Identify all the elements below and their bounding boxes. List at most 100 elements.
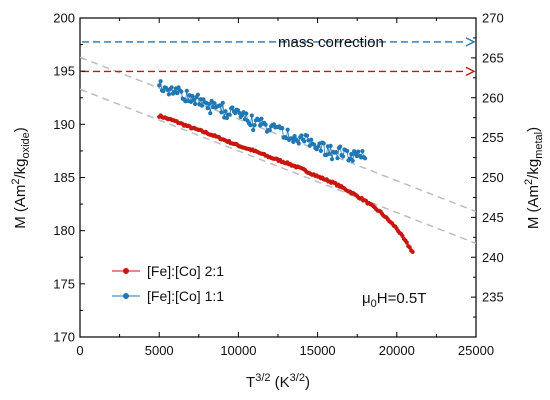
data-point <box>345 148 350 154</box>
y-right-tick-label: 240 <box>482 250 504 265</box>
data-point <box>166 92 171 97</box>
data-point <box>209 98 214 103</box>
data-point <box>191 97 196 102</box>
data-point <box>263 122 268 127</box>
data-point <box>309 137 314 142</box>
data-point <box>363 156 368 161</box>
y-right-tick-label: 260 <box>482 90 504 105</box>
x-tick-label: 25000 <box>458 343 494 358</box>
data-point <box>410 249 415 254</box>
reference-arrow-2 <box>465 66 476 77</box>
data-point <box>175 91 180 96</box>
data-point <box>259 116 264 121</box>
y-right-tick-label: 265 <box>482 50 504 65</box>
y-left-tick-label: 195 <box>53 64 75 79</box>
data-point <box>252 123 257 128</box>
data-point <box>248 123 253 128</box>
data-point <box>321 141 326 146</box>
data-point <box>327 151 332 156</box>
data-point <box>334 150 339 155</box>
data-point <box>318 148 323 153</box>
data-point <box>205 106 210 111</box>
reference-lines <box>82 37 476 77</box>
data-point <box>267 128 272 133</box>
data-point <box>199 103 205 108</box>
y-axis-right-title: M (Am2/kgmetal) <box>523 127 545 229</box>
data-point <box>251 127 256 133</box>
x-tick-label: 10000 <box>220 343 256 358</box>
field-annotation: μ0H=0.5T <box>362 290 426 310</box>
data-point <box>356 149 361 154</box>
data-point <box>360 149 365 154</box>
data-point <box>302 139 307 144</box>
data-point <box>227 112 232 117</box>
data-point <box>161 89 166 94</box>
data-point <box>193 101 198 107</box>
data-point <box>285 127 290 132</box>
data-point <box>328 143 333 148</box>
data-point <box>244 111 249 116</box>
data-point <box>280 126 285 131</box>
data-point <box>292 134 297 139</box>
y-right-tick-label: 270 <box>482 11 504 26</box>
x-tick-label: 15000 <box>300 343 336 358</box>
series-line-2 <box>158 81 366 162</box>
data-point <box>249 113 254 118</box>
y-axis-right: 235 240 245 250 255 260 265 270 <box>471 11 504 318</box>
x-tick-label: 0 <box>76 343 83 358</box>
data-point <box>169 85 174 90</box>
y-right-tick-label: 255 <box>482 130 504 145</box>
data-point <box>233 111 238 116</box>
data-point <box>208 111 213 116</box>
data-point <box>217 103 223 108</box>
legend-marker-series-1 <box>123 268 129 274</box>
y-axis-left: 170 175 180 185 190 195 200 <box>53 11 85 345</box>
y-left-tick-label: 175 <box>53 276 75 291</box>
data-point <box>223 109 228 114</box>
data-point <box>230 105 235 110</box>
data-point <box>219 110 224 115</box>
x-tick-label: 20000 <box>379 343 415 358</box>
data-point <box>311 142 317 147</box>
y-right-tick-label: 245 <box>482 210 504 225</box>
y-axis-left-title: M (Am2/kgoxide) <box>10 127 32 229</box>
data-point <box>350 158 355 163</box>
data-point <box>195 92 200 97</box>
legend-marker-series-2 <box>123 293 129 299</box>
data-point <box>340 154 346 159</box>
data-point <box>212 101 217 106</box>
y-right-tick-label: 235 <box>482 290 504 305</box>
data-point <box>338 144 343 149</box>
x-axis-title: T3/2 (K3/2) <box>246 372 310 391</box>
data-point <box>157 83 162 88</box>
data-point <box>296 141 301 146</box>
fit-lines <box>80 56 476 245</box>
y-left-tick-label: 180 <box>53 223 75 238</box>
data-point <box>224 115 229 121</box>
series-layer <box>157 79 415 254</box>
y-left-tick-label: 170 <box>53 330 75 345</box>
data-point <box>404 240 409 245</box>
data-point <box>329 157 335 162</box>
legend: [Fe]:[Co] 2:1 [Fe]:[Co] 1:1 <box>112 263 224 304</box>
data-point <box>220 100 225 105</box>
data-point <box>349 152 354 157</box>
fit-line-series-1 <box>80 88 476 245</box>
data-point <box>289 136 294 141</box>
data-point <box>179 89 184 94</box>
reference-arrow-1 <box>465 37 476 47</box>
x-tick-label: 5000 <box>145 343 174 358</box>
legend-label-series-2: [Fe]:[Co] 1:1 <box>147 288 224 304</box>
data-point <box>158 79 163 84</box>
data-point <box>305 133 310 138</box>
y-left-tick-label: 190 <box>53 117 75 132</box>
data-point <box>291 139 296 144</box>
y-left-tick-label: 200 <box>53 11 75 26</box>
data-point <box>184 88 189 93</box>
y-left-tick-label: 185 <box>53 170 75 185</box>
legend-label-series-1: [Fe]:[Co] 2:1 <box>147 263 224 279</box>
fit-line-series-2 <box>80 56 476 213</box>
y-right-tick-label: 250 <box>482 170 504 185</box>
x-axis: 0 5000 10000 15000 20000 25000 <box>76 18 494 358</box>
